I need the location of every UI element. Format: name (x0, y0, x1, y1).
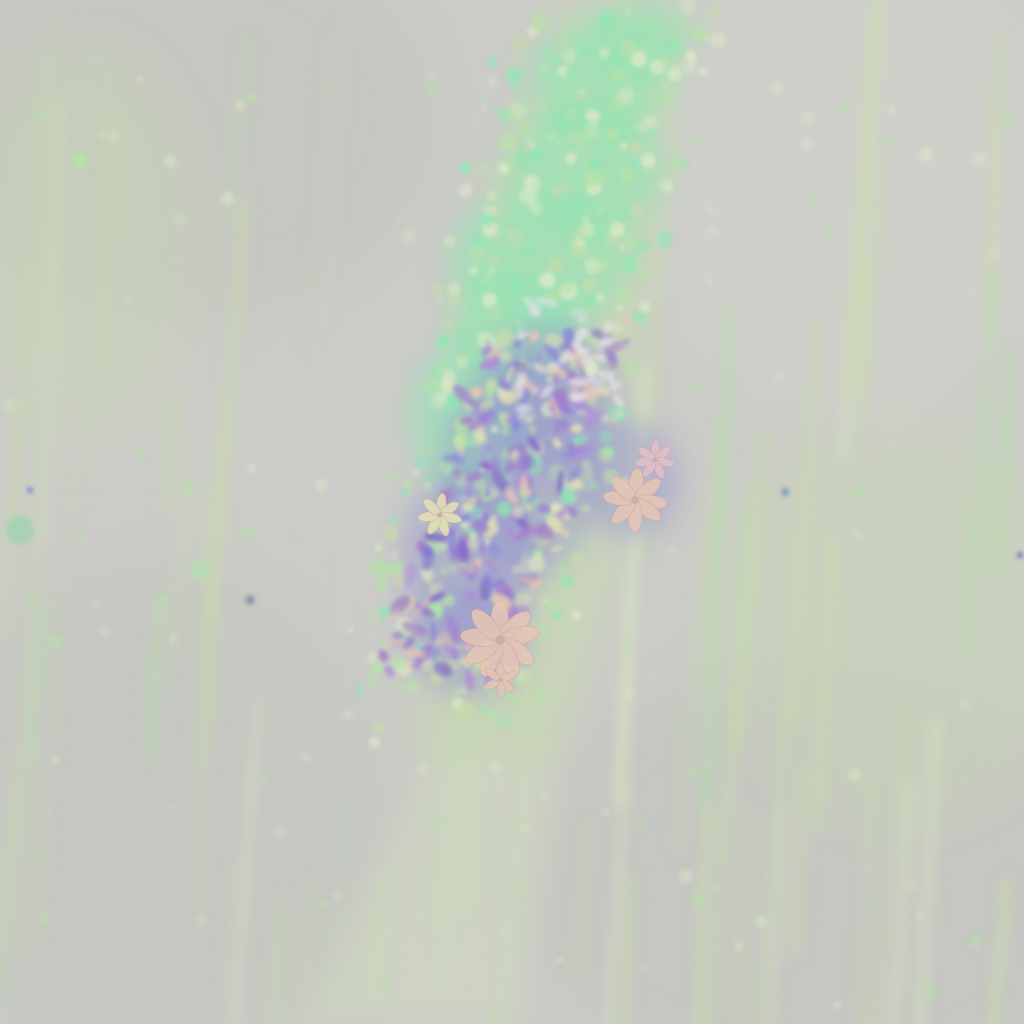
grain-overlay (0, 0, 1024, 1024)
aerial-field-image (0, 0, 1024, 1024)
